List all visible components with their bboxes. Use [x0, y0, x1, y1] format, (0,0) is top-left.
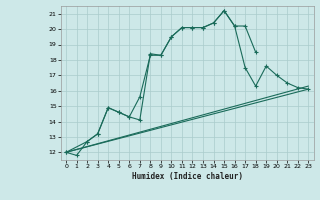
X-axis label: Humidex (Indice chaleur): Humidex (Indice chaleur) — [132, 172, 243, 181]
